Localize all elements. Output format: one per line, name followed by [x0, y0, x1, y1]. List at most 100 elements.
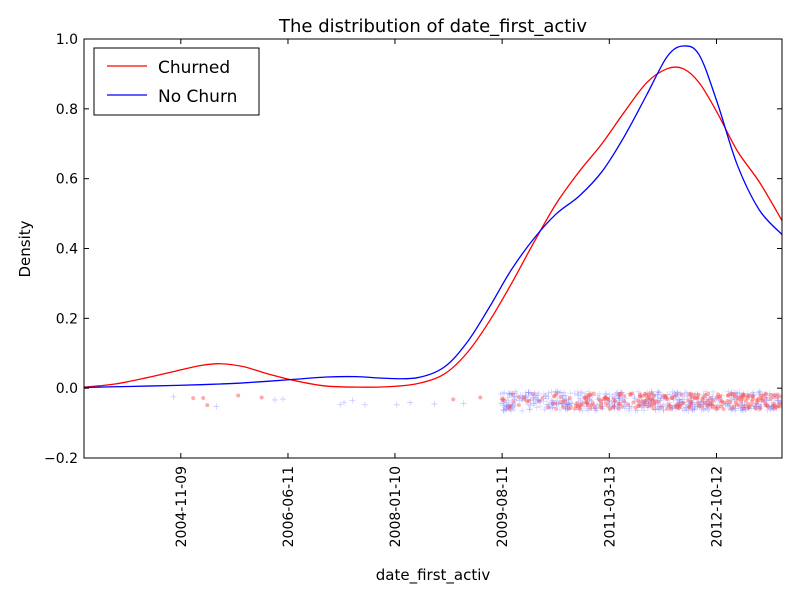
- rug-marker-no-churn: [737, 392, 744, 399]
- churned-density-line: [84, 66, 782, 388]
- rug-marker-no-churn: [626, 403, 633, 410]
- rug-marker-no-churn: [702, 392, 709, 399]
- rug-marker-no-churn: [588, 397, 595, 404]
- rug-marker-no-churn: [632, 398, 639, 405]
- rug-marker-no-churn: [700, 391, 707, 398]
- rug-marker-no-churn: [677, 399, 684, 406]
- rug-marker-no-churn: [647, 400, 654, 407]
- rug-marker-no-churn: [553, 400, 560, 407]
- rug-marker-no-churn: [505, 390, 512, 397]
- rug-marker-churned: [692, 395, 697, 400]
- rug-marker-churned: [695, 400, 700, 405]
- rug-marker-churned: [591, 391, 596, 396]
- rug-marker-no-churn: [740, 390, 747, 397]
- rug-marker-no-churn: [685, 399, 692, 406]
- rug-marker-no-churn: [612, 395, 619, 402]
- rug-marker-churned: [611, 403, 616, 408]
- rug-marker-no-churn: [756, 388, 763, 395]
- rug-marker-no-churn: [565, 396, 572, 403]
- rug-marker-no-churn: [739, 406, 746, 413]
- rug-marker-no-churn: [510, 402, 517, 409]
- rug-marker-churned: [642, 402, 647, 407]
- rug-marker-no-churn: [616, 405, 623, 412]
- rug-marker-churned: [745, 396, 750, 401]
- rug-marker-churned: [626, 402, 631, 407]
- rug-marker-no-churn: [508, 407, 515, 414]
- legend-label-churned: Churned: [158, 58, 230, 78]
- rug-marker-no-churn: [744, 390, 751, 397]
- rug-marker-no-churn: [526, 406, 533, 413]
- rug-marker-churned: [728, 399, 733, 404]
- rug-marker-churned: [553, 393, 558, 398]
- rug-marker-no-churn: [586, 396, 593, 403]
- rug-marker-churned: [686, 405, 691, 410]
- rug-marker-no-churn: [701, 401, 708, 408]
- rug-marker-no-churn: [745, 402, 752, 409]
- rug-marker-churned: [687, 405, 692, 410]
- rug-marker-churned: [696, 392, 701, 397]
- rug-marker-churned: [749, 402, 754, 407]
- rug-marker-no-churn: [503, 399, 510, 406]
- rug-marker-no-churn: [715, 404, 722, 411]
- rug-marker-churned: [647, 394, 652, 399]
- rug-marker-no-churn: [407, 399, 414, 406]
- rug-marker-no-churn: [661, 393, 667, 400]
- rug-marker-no-churn: [730, 389, 737, 396]
- rug-marker-churned: [611, 405, 616, 410]
- line-layer: [84, 45, 782, 389]
- rug-marker-no-churn: [613, 390, 620, 397]
- rug-marker-no-churn: [508, 401, 515, 408]
- rug-marker-churned: [758, 406, 763, 411]
- rug-marker-churned: [664, 396, 669, 401]
- rug-marker-no-churn: [594, 402, 601, 409]
- rug-marker-no-churn: [271, 396, 278, 403]
- rug-marker-churned: [637, 402, 642, 407]
- rug-marker-churned: [774, 394, 779, 399]
- rug-marker-churned: [616, 402, 621, 407]
- rug-marker-no-churn: [736, 389, 743, 396]
- rug-marker-no-churn: [720, 402, 727, 409]
- rug-marker-no-churn: [507, 405, 514, 412]
- rug-marker-no-churn: [703, 401, 710, 408]
- rug-marker-no-churn: [676, 398, 683, 405]
- rug-marker-no-churn: [718, 398, 725, 405]
- rug-marker-churned: [715, 394, 720, 399]
- rug-marker-no-churn: [691, 406, 698, 413]
- rug-marker-churned: [651, 402, 656, 407]
- rug-marker-no-churn: [541, 406, 548, 413]
- rug-marker-churned: [616, 406, 621, 411]
- rug-marker-no-churn: [658, 395, 665, 402]
- rug-marker-no-churn: [506, 405, 513, 412]
- rug-marker-churned: [714, 406, 719, 411]
- rug-marker-churned: [718, 394, 723, 399]
- rug-marker-churned: [743, 398, 748, 403]
- rug-marker-no-churn: [571, 406, 578, 413]
- rug-marker-no-churn: [635, 388, 642, 395]
- rug-marker-no-churn: [766, 390, 773, 397]
- rug-marker-no-churn: [753, 403, 760, 410]
- rug-marker-no-churn: [616, 392, 623, 399]
- rug-marker-churned: [692, 396, 697, 401]
- rug-marker-no-churn: [706, 401, 713, 408]
- rug-marker-churned: [584, 400, 589, 405]
- rug-marker-no-churn: [611, 400, 618, 407]
- rug-marker-no-churn: [532, 399, 539, 406]
- rug-marker-churned: [739, 396, 744, 401]
- rug-marker-churned: [598, 404, 603, 409]
- rug-marker-no-churn: [586, 397, 593, 404]
- rug-marker-churned: [768, 393, 773, 398]
- rug-marker-no-churn: [519, 395, 526, 402]
- rug-marker-no-churn: [770, 401, 777, 408]
- rug-marker-churned: [585, 401, 590, 406]
- rug-marker-no-churn: [621, 403, 628, 410]
- rug-marker-no-churn: [731, 396, 738, 403]
- rug-marker-churned: [713, 404, 718, 409]
- rug-marker-churned: [777, 404, 782, 409]
- rug-marker-no-churn: [642, 396, 649, 403]
- y-axis-title: Density: [16, 220, 34, 277]
- rug-marker-no-churn: [666, 399, 673, 406]
- rug-marker-churned: [706, 402, 711, 407]
- rug-marker-no-churn: [500, 396, 507, 403]
- rug-marker-churned: [656, 400, 661, 405]
- rug-marker-no-churn: [559, 400, 566, 407]
